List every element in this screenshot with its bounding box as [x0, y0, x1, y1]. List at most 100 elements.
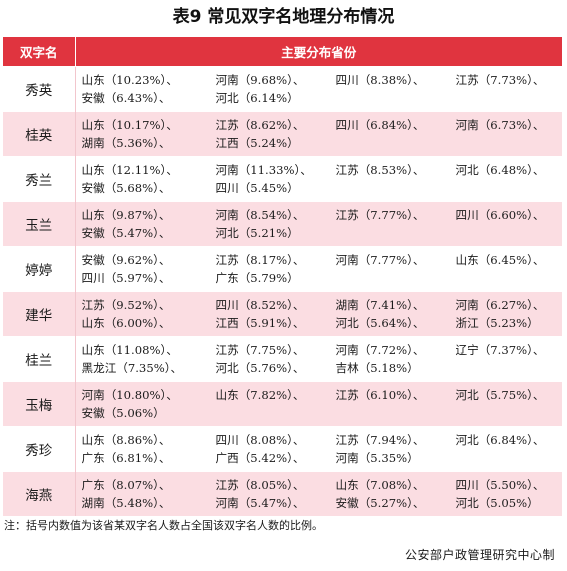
- province-share: 江苏（7.75%）、: [215, 343, 305, 357]
- province-share: 河南（7.77%）、: [335, 253, 425, 267]
- province-share: 湖南（5.36%）、: [81, 136, 171, 150]
- province-share: 山东（10.23%）、: [81, 73, 178, 87]
- given-name-cell: 秀兰: [3, 156, 76, 202]
- province-share: 河南（8.54%）、: [215, 208, 305, 222]
- province-line: 安徽（5.47%）、 河北（5.21%）: [82, 224, 563, 242]
- province-share: 安徽（5.47%）、: [81, 226, 171, 240]
- province-share: 吉林（5.18%）: [335, 361, 419, 375]
- province-share: 四川（8.08%）、: [215, 433, 305, 447]
- province-share: 山东（11.08%）、: [81, 343, 178, 357]
- province-line: 黑龙江（7.35%）、 河北（5.76%）、 吉林（5.18%）: [82, 359, 563, 377]
- province-share: 河北（5.75%）、: [455, 388, 545, 402]
- province-share: 四川（5.50%）、: [455, 478, 545, 492]
- given-name-cell: 玉兰: [3, 201, 76, 247]
- province-share: 湖南（7.41%）、: [335, 298, 425, 312]
- given-name-cell: 玉梅: [3, 381, 76, 427]
- province-share: 江苏（7.73%）、: [455, 73, 545, 87]
- province-line: 山东（6.00%）、 江西（5.91%）、 河北（5.64%）、 浙江（5.23%）: [82, 314, 563, 332]
- given-name-cell: 桂兰: [3, 336, 76, 382]
- province-share: 江苏（7.77%）、: [335, 208, 425, 222]
- province-share: 河北（5.64%）、: [335, 316, 425, 330]
- province-share: 江苏（9.52%）、: [81, 298, 171, 312]
- province-share: 河北（6.14%）: [215, 91, 299, 105]
- province-share: 安徽（5.68%）、: [81, 181, 171, 195]
- province-share: 四川（5.97%）、: [81, 271, 171, 285]
- provinces-cell: 山东（12.11%）、 河南（11.33%）、 江苏（8.53%）、 河北（6.48%…: [75, 156, 563, 202]
- table-row: 桂英 山东（10.17%）、 江苏（8.62%）、 四川（6.84%）、 河南（6.73…: [3, 111, 563, 157]
- footnote: 注：括号内数值为该省某双字名人数占全国该双字名人数的比例。: [4, 519, 323, 532]
- province-share: 浙江（5.23%）: [455, 316, 539, 330]
- province-line: 安徽（5.06%）: [82, 404, 563, 422]
- province-share: 江西（5.24%）: [215, 136, 299, 150]
- province-share: 广东（6.81%）、: [81, 451, 171, 465]
- province-share: 河南（6.27%）、: [455, 298, 545, 312]
- province-line: 安徽（5.68%）、 四川（5.45%）: [82, 179, 563, 197]
- table-row: 秀珍 山东（8.86%）、 四川（8.08%）、 江苏（7.94%）、 河北（6.84%…: [3, 426, 563, 472]
- province-share: 四川（6.84%）、: [335, 118, 425, 132]
- table-title: 表9 常见双字名地理分布情况: [172, 7, 395, 27]
- province-share: 山东（6.45%）、: [455, 253, 545, 267]
- province-share: 山东（6.00%）、: [81, 316, 171, 330]
- header-provinces: 主要分布省份: [75, 37, 562, 67]
- province-share: 山东（10.17%）、: [81, 118, 178, 132]
- province-line: 广东（8.07%）、 江苏（8.05%）、 山东（7.08%）、 四川（5.50%）、: [82, 476, 563, 494]
- province-share: 江苏（6.10%）、: [335, 388, 425, 402]
- province-share: 河北（5.21%）: [215, 226, 299, 240]
- provinces-cell: 山东（9.87%）、 河南（8.54%）、 江苏（7.77%）、 四川（6.60%）、…: [75, 201, 563, 247]
- province-share: 安徽（9.62%）、: [81, 253, 171, 267]
- province-line: 河南（10.80%）、 山东（7.82%）、 江苏（6.10%）、 河北（5.75%）…: [82, 386, 563, 404]
- table-row: 秀英 山东（10.23%）、 河南（9.68%）、 四川（8.38%）、 江苏（7.73…: [3, 66, 563, 112]
- province-share: 江西（5.91%）、: [215, 316, 305, 330]
- province-share: 山东（12.11%）、: [81, 163, 178, 177]
- province-share: 江苏（8.53%）、: [335, 163, 425, 177]
- province-share: 安徽（5.27%）、: [335, 496, 425, 510]
- province-line: 山东（11.08%）、 江苏（7.75%）、 河南（7.72%）、 辽宁（7.37%）…: [82, 341, 563, 359]
- province-share: 四川（8.52%）、: [215, 298, 305, 312]
- province-line: 湖南（5.48%）、 河南（5.47%）、 安徽（5.27%）、 河北（5.05%）: [82, 494, 563, 512]
- provinces-cell: 山东（11.08%）、 江苏（7.75%）、 河南（7.72%）、 辽宁（7.37%）…: [75, 336, 563, 382]
- province-line: 山东（10.23%）、 河南（9.68%）、 四川（8.38%）、 江苏（7.73%）…: [82, 71, 563, 89]
- header-name: 双字名: [3, 37, 76, 67]
- province-share: 山东（9.87%）、: [81, 208, 171, 222]
- province-share: 河北（6.84%）、: [455, 433, 545, 447]
- province-line: 安徽（6.43%）、 河北（6.14%）: [82, 89, 563, 107]
- province-share: 广东（5.79%）: [215, 271, 299, 285]
- province-share: 江苏（7.94%）、: [335, 433, 425, 447]
- province-share: 江苏（8.05%）、: [215, 478, 305, 492]
- table-row: 桂兰 山东（11.08%）、 江苏（7.75%）、 河南（7.72%）、 辽宁（7.37…: [3, 336, 563, 382]
- province-share: 四川（6.60%）、: [455, 208, 545, 222]
- province-share: 山东（8.86%）、: [81, 433, 171, 447]
- provinces-cell: 河南（10.80%）、 山东（7.82%）、 江苏（6.10%）、 河北（5.75%）…: [75, 381, 563, 427]
- province-share: 辽宁（7.37%）、: [455, 343, 545, 357]
- province-share: 广西（5.42%）、: [215, 451, 305, 465]
- given-name-cell: 海燕: [3, 471, 76, 516]
- province-line: 安徽（9.62%）、 江苏（8.17%）、 河南（7.77%）、 山东（6.45%）、: [82, 251, 563, 269]
- province-line: 山东（9.87%）、 河南（8.54%）、 江苏（7.77%）、 四川（6.60%）、: [82, 206, 563, 224]
- provinces-cell: 江苏（9.52%）、 四川（8.52%）、 湖南（7.41%）、 河南（6.27%）、…: [75, 291, 563, 337]
- province-line: 四川（5.97%）、 广东（5.79%）: [82, 269, 563, 287]
- provinces-cell: 广东（8.07%）、 江苏（8.05%）、 山东（7.08%）、 四川（5.50%）、…: [75, 471, 563, 516]
- province-share: 黑龙江（7.35%）、: [81, 361, 183, 375]
- province-share: 河南（5.35%）: [335, 451, 419, 465]
- province-line: 江苏（9.52%）、 四川（8.52%）、 湖南（7.41%）、 河南（6.27%）、: [82, 296, 563, 314]
- table-row: 玉兰 山东（9.87%）、 河南（8.54%）、 江苏（7.77%）、 四川（6.60%…: [3, 201, 563, 247]
- given-name-cell: 建华: [3, 291, 76, 337]
- provinces-cell: 安徽（9.62%）、 江苏（8.17%）、 河南（7.77%）、 山东（6.45%）、…: [75, 246, 563, 292]
- provinces-cell: 山东（10.17%）、 江苏（8.62%）、 四川（6.84%）、 河南（6.73%）…: [75, 111, 563, 157]
- province-share: 安徽（6.43%）、: [81, 91, 171, 105]
- province-share: 四川（5.45%）: [215, 181, 299, 195]
- province-share: 广东（8.07%）、: [81, 478, 171, 492]
- table-header-row: 双字名 主要分布省份: [3, 37, 562, 67]
- provinces-cell: 山东（8.86%）、 四川（8.08%）、 江苏（7.94%）、 河北（6.84%）、…: [75, 426, 563, 472]
- province-share: 河南（7.72%）、: [335, 343, 425, 357]
- table-row: 秀兰 山东（12.11%）、 河南（11.33%）、 江苏（8.53%）、 河北（6.4…: [3, 156, 563, 202]
- given-name-cell: 秀英: [3, 66, 76, 112]
- province-line: 湖南（5.36%）、 江西（5.24%）: [82, 134, 563, 152]
- given-name-cell: 婷婷: [3, 246, 76, 292]
- province-share: 河南（6.73%）、: [455, 118, 545, 132]
- province-share: 河南（11.33%）、: [215, 163, 312, 177]
- province-share: 湖南（5.48%）、: [81, 496, 171, 510]
- given-name-cell: 秀珍: [3, 426, 76, 472]
- province-line: 广东（6.81%）、 广西（5.42%）、 河南（5.35%）: [82, 449, 563, 467]
- province-share: 四川（8.38%）、: [335, 73, 425, 87]
